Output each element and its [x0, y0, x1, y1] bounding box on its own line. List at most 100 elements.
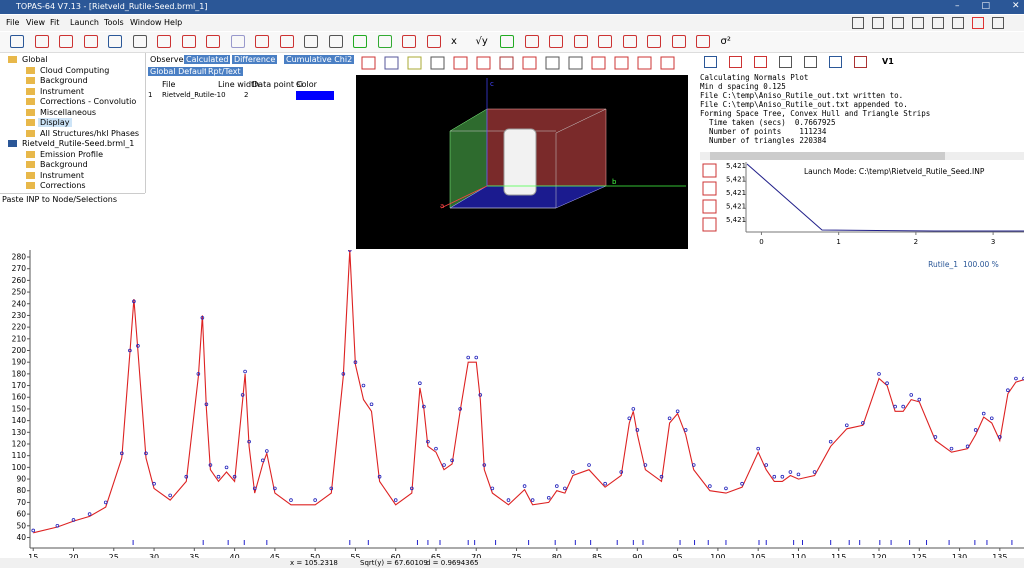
tool-button[interactable] — [546, 57, 559, 69]
folder-icon — [26, 182, 35, 189]
tool-button[interactable] — [704, 56, 717, 68]
tool-button[interactable] — [804, 56, 817, 68]
tool-button[interactable] — [729, 56, 742, 68]
tool-glyph[interactable]: x — [451, 36, 457, 47]
menu-item[interactable]: Tools — [104, 18, 124, 27]
tool-button[interactable] — [402, 35, 416, 48]
tree-item[interactable]: Background — [38, 160, 90, 169]
tool-button[interactable] — [592, 57, 605, 69]
tool-button[interactable] — [182, 35, 196, 48]
tree-item[interactable]: Rietveld_Rutile-Seed.brml_1 — [20, 139, 136, 148]
tab[interactable]: Calculated — [184, 55, 230, 64]
tool-button[interactable] — [385, 57, 398, 69]
menu-icon[interactable] — [872, 17, 884, 29]
color-swatch[interactable] — [296, 91, 334, 100]
tree-item[interactable]: Miscellaneous — [38, 108, 98, 117]
tree-item[interactable]: Cloud Computing — [38, 66, 111, 75]
side-button[interactable] — [703, 200, 716, 213]
tool-button[interactable] — [329, 35, 343, 48]
tool-button[interactable] — [549, 35, 563, 48]
tool-button[interactable] — [157, 35, 171, 48]
menu-icon[interactable] — [912, 17, 924, 29]
tree-item[interactable]: Emission Profile — [38, 150, 105, 159]
tool-button[interactable] — [829, 56, 842, 68]
menu-item[interactable]: File — [6, 18, 19, 27]
menu-item[interactable]: Launch — [70, 18, 99, 27]
table-cell[interactable]: 2 — [244, 91, 248, 99]
tool-button[interactable] — [408, 57, 421, 69]
menu-icon[interactable] — [932, 17, 944, 29]
tool-button[interactable] — [500, 35, 514, 48]
tool-button[interactable] — [696, 35, 710, 48]
tool-button[interactable] — [353, 35, 367, 48]
tool-button[interactable] — [454, 57, 467, 69]
tool-button[interactable] — [231, 35, 245, 48]
observed-point — [773, 475, 776, 478]
tool-button[interactable] — [10, 35, 24, 48]
tool-button[interactable] — [523, 57, 536, 69]
tab[interactable]: Cumulative Chi2 — [284, 55, 354, 64]
tool-button[interactable] — [304, 35, 318, 48]
tool-glyph[interactable]: √y — [476, 36, 488, 47]
tool-button[interactable] — [431, 57, 444, 69]
table-cell[interactable]: Rietveld_Rutile-10 — [162, 91, 226, 99]
tree-item[interactable]: Instrument — [38, 87, 86, 96]
tool-button[interactable] — [84, 35, 98, 48]
button[interactable]: Rpt/Text — [206, 67, 243, 76]
menu-item[interactable]: Fit — [50, 18, 59, 27]
tree-item[interactable]: Corrections - Convolutio — [38, 97, 138, 106]
observed-point — [902, 405, 905, 408]
tool-button[interactable] — [280, 35, 294, 48]
tool-button[interactable] — [754, 56, 767, 68]
tool-button[interactable] — [525, 35, 539, 48]
table-cell[interactable]: 1 — [148, 91, 152, 99]
menu-item[interactable]: Help — [164, 18, 182, 27]
side-button[interactable] — [703, 164, 716, 177]
tool-button[interactable] — [623, 35, 637, 48]
menu-icon[interactable] — [852, 17, 864, 29]
window-controls[interactable]: –□✕ — [955, 1, 1024, 11]
tool-button[interactable] — [206, 35, 220, 48]
side-button[interactable] — [703, 182, 716, 195]
tool-button[interactable] — [378, 35, 392, 48]
tool-button[interactable] — [598, 35, 612, 48]
tool-button[interactable] — [477, 57, 490, 69]
tree-item[interactable]: All Structures/hkl Phases — [38, 129, 141, 138]
menu-icon[interactable] — [992, 17, 1004, 29]
tree-item[interactable]: Display — [38, 118, 72, 127]
menu-item[interactable]: Window — [130, 18, 162, 27]
folder-icon — [26, 77, 35, 84]
observed-point — [982, 412, 985, 415]
tool-button[interactable] — [255, 35, 269, 48]
tree-item[interactable]: Instrument — [38, 171, 86, 180]
tool-button[interactable] — [108, 35, 122, 48]
tool-button[interactable] — [362, 57, 375, 69]
tree-item[interactable]: Corrections — [38, 181, 88, 190]
tool-button[interactable] — [133, 35, 147, 48]
tool-button[interactable] — [638, 57, 651, 69]
tool-button[interactable] — [661, 57, 674, 69]
tree-item[interactable]: Global — [20, 55, 50, 64]
menu-icon[interactable] — [952, 17, 964, 29]
tool-button[interactable] — [854, 56, 867, 68]
tool-button[interactable] — [59, 35, 73, 48]
scrollbar[interactable] — [700, 152, 1024, 160]
tool-button[interactable] — [574, 35, 588, 48]
tool-button[interactable] — [672, 35, 686, 48]
tool-glyph[interactable]: σ² — [721, 36, 731, 47]
button[interactable]: Global Defaults — [148, 67, 213, 76]
tool-button[interactable] — [500, 57, 513, 69]
tool-button[interactable] — [615, 57, 628, 69]
tool-button[interactable] — [569, 57, 582, 69]
tab[interactable]: Difference — [232, 55, 277, 64]
menu-icon[interactable] — [972, 17, 984, 29]
tool-button[interactable] — [427, 35, 441, 48]
tool-button[interactable] — [647, 35, 661, 48]
small-plot: Launch Mode: C:\temp\Rietveld_Rutile_See… — [700, 160, 1024, 250]
tool-button[interactable] — [779, 56, 792, 68]
menu-icon[interactable] — [892, 17, 904, 29]
menu-item[interactable]: View — [26, 18, 45, 27]
side-button[interactable] — [703, 218, 716, 231]
tool-button[interactable] — [35, 35, 49, 48]
tree-item[interactable]: Background — [38, 76, 90, 85]
